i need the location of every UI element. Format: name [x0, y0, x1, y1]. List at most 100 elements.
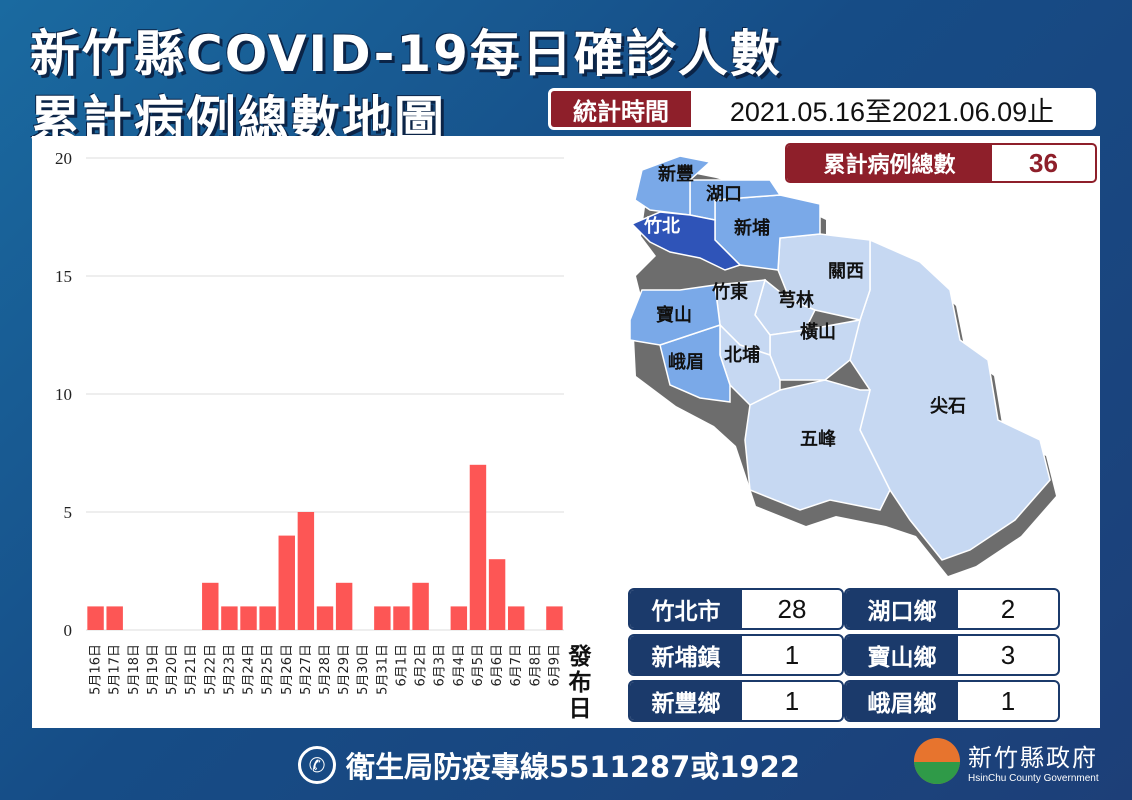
x-tick-label: 5月25日 [261, 644, 276, 695]
logo-name-zh: 新竹縣政府 [968, 744, 1098, 772]
bar [335, 582, 353, 630]
map-regions [629, 155, 1051, 561]
x-tick-label: 5月24日 [242, 644, 257, 695]
map-label-xinfeng: 新豐 [658, 163, 694, 185]
period-label: 統計時間 [551, 91, 691, 127]
x-tick-label: 5月16日 [89, 644, 104, 695]
x-tick-label: 5月27日 [299, 644, 314, 695]
bar [412, 582, 429, 630]
stat-baoshan: 寶山鄉 3 [844, 634, 1060, 676]
stat-label: 新豐鄉 [630, 682, 742, 720]
stat-xinpu: 新埔鎮 1 [628, 634, 844, 676]
x-tick-label: 5月26日 [280, 644, 295, 695]
bar [202, 582, 219, 630]
stat-value: 1 [1000, 685, 1016, 716]
x-tick-label: 6月6日 [490, 644, 505, 687]
map-label-guanxi: 關西 [828, 261, 864, 282]
x-tick-label: 6月1日 [394, 644, 409, 687]
stat-xinfeng: 新豐鄉 1 [628, 680, 844, 722]
x-axis-label: 發 [568, 644, 592, 670]
stat-hukou: 湖口鄉 2 [844, 588, 1060, 630]
bar [240, 606, 257, 630]
x-axis-label: 日 [569, 696, 592, 722]
stat-label: 峨眉鄉 [846, 682, 958, 720]
bar [507, 606, 525, 630]
region-jianshi [849, 238, 1051, 561]
bar [221, 606, 238, 630]
region-xinfeng [634, 155, 712, 216]
x-tick-label: 5月23日 [222, 644, 237, 695]
stat-value: 28 [777, 593, 807, 624]
total-cases-label: 累計病例總數 [787, 145, 992, 181]
x-tick-label: 5月30日 [356, 644, 371, 695]
x-tick-label: 5月19日 [146, 644, 161, 695]
y-tick-label: 15 [55, 267, 72, 286]
y-tick-label: 5 [64, 503, 73, 522]
x-tick-label: 5月31日 [375, 644, 390, 695]
county-map: 新豐 湖口 新埔 竹北 關西 竹東 芎林 寶山 橫山 峨眉 北埔 尖石 五峰 [629, 155, 1056, 576]
hotline-footer: ✆ 衛生局防疫專線5511287或1922 [298, 742, 800, 788]
x-tick-label: 6月4日 [452, 644, 467, 687]
map-label-wufeng: 五峰 [800, 428, 837, 450]
stat-label: 寶山鄉 [846, 636, 958, 674]
x-tick-label: 5月21日 [184, 644, 199, 695]
stat-zhubei: 竹北市 28 [628, 588, 844, 630]
map-label-hengshan: 橫山 [800, 321, 836, 343]
bar [488, 559, 506, 630]
bar [297, 512, 315, 630]
y-tick-label: 0 [64, 621, 73, 640]
period-box: 統計時間 2021.05.16至2021.06.09止 [548, 88, 1096, 130]
bar [450, 606, 468, 630]
x-tick-label: 6月9日 [547, 644, 562, 687]
bar [259, 606, 276, 630]
stat-value: 2 [1000, 593, 1016, 624]
map-label-xinpu: 新埔 [734, 217, 770, 239]
x-tick-label: 6月3日 [433, 644, 448, 687]
bar [106, 606, 123, 630]
x-tick-label: 5月17日 [108, 644, 123, 695]
map-label-beipu: 北埔 [724, 344, 760, 366]
region-baoshan [629, 284, 721, 346]
logo-name-en: HsinChu County Government [968, 773, 1099, 784]
map-label-emei: 峨眉 [668, 352, 704, 373]
map-label-qionglin: 芎林 [778, 289, 814, 311]
stat-value: 1 [784, 639, 800, 670]
y-tick-label: 10 [55, 385, 72, 404]
x-tick-label: 6月5日 [471, 644, 486, 687]
map-label-baoshan: 寶山 [656, 304, 692, 326]
page-title: 新竹縣COVID-19每日確診人數 [30, 25, 782, 83]
x-tick-label: 6月2日 [414, 644, 429, 687]
x-tick-label: 5月18日 [127, 644, 142, 695]
stat-value: 1 [784, 685, 800, 716]
stat-label: 新埔鎮 [630, 636, 742, 674]
total-cases-value: 36 [1029, 147, 1058, 178]
bar-chart: 0 5 10 15 20 5月16日 5月17日 5月18日 5月19日 5月20日 5月21日 5月… [55, 149, 592, 722]
x-tick-label: 5月22日 [203, 644, 218, 695]
bar [374, 606, 391, 630]
y-tick-label: 20 [55, 149, 72, 168]
map-label-jianshi: 尖石 [930, 395, 966, 417]
region-emei [659, 323, 731, 403]
map-labels: 新豐 湖口 新埔 竹北 關西 竹東 芎林 寶山 橫山 峨眉 北埔 尖石 五峰 [643, 163, 966, 450]
x-tick-label: 6月7日 [509, 644, 524, 687]
county-emblem-icon [914, 738, 960, 784]
phone-icon: ✆ [298, 746, 336, 784]
stat-label: 竹北市 [630, 590, 742, 628]
total-cases-box: 累計病例總數 36 [785, 143, 1097, 183]
map-label-zhubei: 竹北 [643, 215, 680, 237]
x-tick-label: 5月20日 [165, 644, 180, 695]
x-tick-label: 6月8日 [528, 644, 543, 687]
map-label-hukou: 湖口 [706, 184, 742, 205]
bar [546, 606, 563, 630]
x-tick-label: 5月28日 [318, 644, 333, 695]
period-value: 2021.05.16至2021.06.09止 [729, 96, 1055, 127]
bar [87, 606, 104, 630]
bar [469, 464, 487, 630]
hotline-text: 衛生局防疫專線5511287或1922 [346, 750, 800, 784]
county-logo: 新竹縣政府 HsinChu County Government [914, 738, 1099, 784]
map-label-zhudong: 竹東 [711, 281, 748, 303]
stat-label: 湖口鄉 [846, 590, 958, 628]
bar [278, 535, 295, 630]
bar [316, 606, 334, 630]
stat-value: 3 [1000, 639, 1016, 670]
